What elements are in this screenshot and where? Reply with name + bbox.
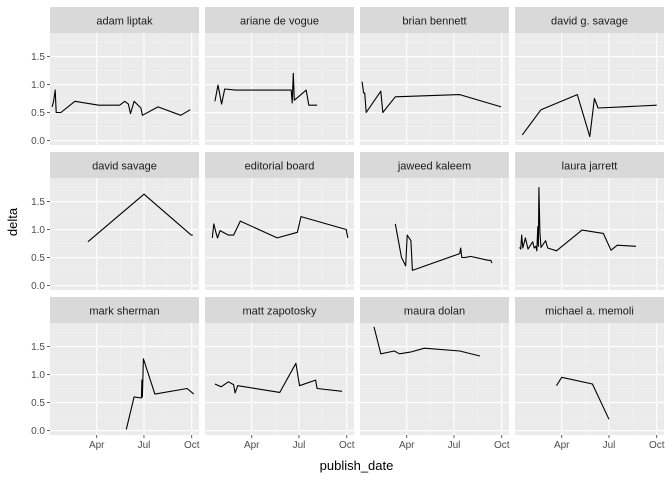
y-axis-title: delta [5, 207, 20, 236]
panel-background [360, 178, 509, 290]
facet-strip-label: adam liptak [96, 16, 153, 28]
panel-background [50, 33, 199, 145]
series-line-maura-dolan [373, 326, 481, 357]
facet-strip [50, 7, 199, 33]
facet-strip [360, 7, 509, 33]
series-line-brian-bennett [361, 81, 502, 114]
y-tick-label: 1.5 [31, 52, 45, 63]
facet-strip-label: jaweed kaleem [397, 161, 471, 173]
y-tick-label: 1.5 [31, 342, 45, 353]
x-tick-label: Apr [554, 440, 570, 451]
series-line-matt-zapotosky [214, 362, 343, 394]
x-tick-label: Oct [494, 440, 510, 451]
facet-strip [205, 152, 354, 178]
facet-strip-label: maura dolan [404, 306, 465, 318]
facet-panel-brian-bennett: brian bennett [360, 7, 509, 145]
x-tick-label: Oct [649, 440, 665, 451]
series-line-adam-liptak [51, 89, 191, 116]
x-tick-label: Jul [448, 440, 461, 451]
x-tick-label: Oct [184, 440, 200, 451]
series-line-david-savage [87, 193, 193, 243]
x-tick-label: Apr [244, 440, 260, 451]
facet-panel-laura-jarrett: laura jarrett [515, 152, 664, 290]
x-tick-label: Jul [603, 440, 616, 451]
x-tick-label: Oct [339, 440, 355, 451]
y-tick-label: 1.0 [31, 225, 45, 236]
facet-panel-david-g-savage: david g. savage [515, 7, 664, 145]
x-tick-label: Apr [89, 440, 105, 451]
series-line-michael-a-memoli [556, 376, 610, 420]
x-axis-title: publish_date [320, 458, 394, 473]
series-line-ariane-de-vogue [214, 72, 318, 106]
facet-strip [50, 152, 199, 178]
y-tick-label: 1.5 [31, 197, 45, 208]
panel-background [50, 323, 199, 435]
y-tick-label: 0.5 [31, 108, 45, 119]
x-tick-label: Jul [293, 440, 306, 451]
facet-panel-michael-a-memoli: michael a. memoli Apr Jul Oct [515, 297, 665, 451]
facet-strip-label: david g. savage [551, 16, 628, 28]
series-line-mark-sherman [125, 358, 195, 430]
y-tick-label: 1.0 [31, 80, 45, 91]
facet-strip [515, 7, 664, 33]
series-line-editorial-board [211, 216, 349, 239]
facet-panel-matt-zapotosky: matt zapotosky Apr Jul Oct [205, 297, 355, 451]
y-tick-label: 0.0 [31, 136, 45, 147]
facet-strip [50, 297, 199, 323]
facet-strip [360, 152, 509, 178]
facet-strip-label: michael a. memoli [545, 306, 634, 318]
facet-strip [205, 7, 354, 33]
y-tick-label: 0.0 [31, 426, 45, 437]
facet-panel-mark-sherman: mark sherman 0.0 0.5 1.0 1.5 Apr Jul Oct [31, 297, 200, 451]
y-tick-label: 0.5 [31, 253, 45, 264]
facet-panel-jaweed-kaleem: jaweed kaleem [360, 152, 509, 290]
facet-panel-david-savage: david savage 0.0 0.5 1.0 1.5 [31, 152, 199, 292]
x-tick-label: Apr [399, 440, 415, 451]
panel-background [515, 323, 664, 435]
series-line-jaweed-kaleem [394, 223, 493, 271]
y-tick-label: 1.0 [31, 370, 45, 381]
facet-strip-label: editorial board [245, 161, 315, 173]
series-line-david-g-savage [521, 94, 657, 138]
facet-strip [360, 297, 509, 323]
facet-strip-label: matt zapotosky [243, 306, 317, 318]
facet-panel-maura-dolan: maura dolan Apr Jul Oct [360, 297, 510, 451]
panel-background [360, 323, 509, 435]
x-tick-label: Jul [138, 440, 151, 451]
facet-strip-label: brian bennett [402, 16, 466, 28]
facet-strip [205, 297, 354, 323]
facet-strip-label: mark sherman [89, 306, 159, 318]
facet-strip [515, 297, 664, 323]
y-tick-label: 0.0 [31, 281, 45, 292]
series-line-laura-jarrett [519, 186, 637, 252]
panel-background [515, 33, 664, 145]
facet-strip-label: ariane de vogue [240, 16, 319, 28]
y-tick-label: 0.5 [31, 398, 45, 409]
facet-panel-adam-liptak: adam liptak 0.0 0.5 1.0 1.5 [31, 7, 199, 147]
facet-panel-ariane-de-vogue: ariane de vogue [205, 7, 354, 145]
panel-background [205, 323, 354, 435]
panel-background [360, 33, 509, 145]
facet-panel-editorial-board: editorial board [205, 152, 354, 290]
facet-strip-label: laura jarrett [562, 161, 618, 173]
facet-strip-label: david savage [92, 161, 157, 173]
panel-background [50, 178, 199, 290]
facet-strip [515, 152, 664, 178]
